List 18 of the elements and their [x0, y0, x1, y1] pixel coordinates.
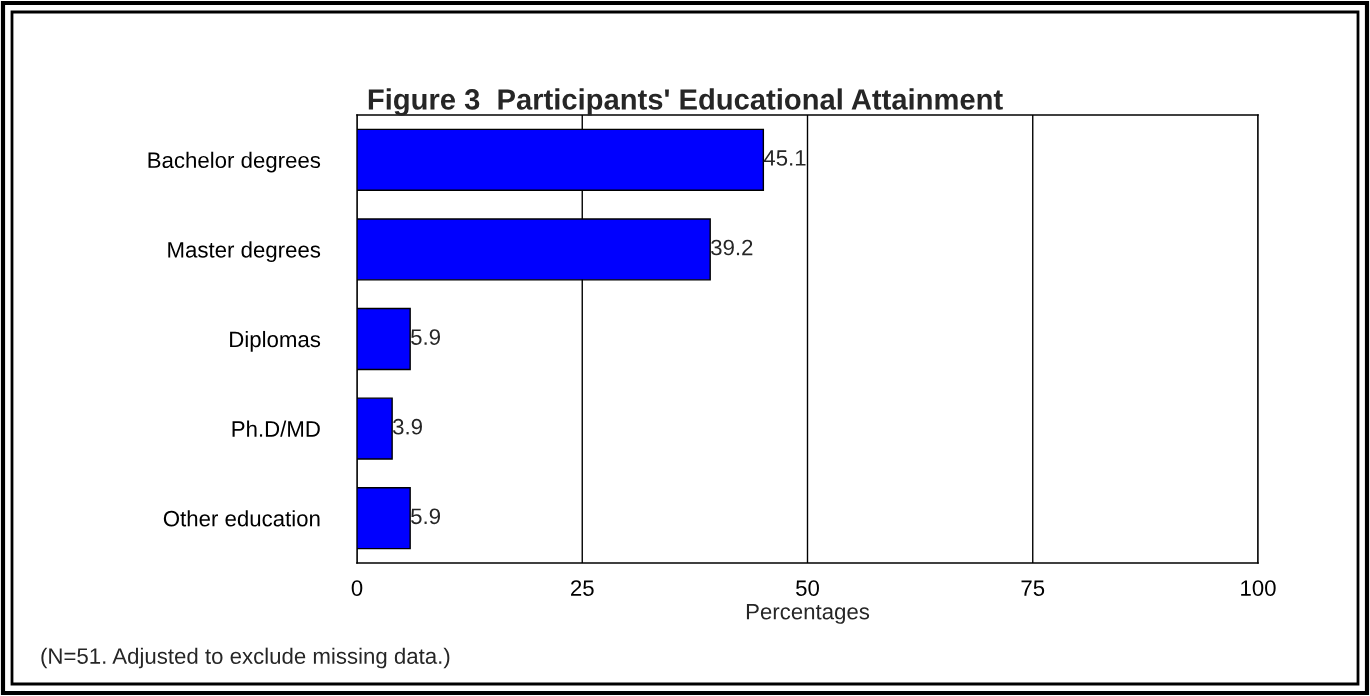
data-label: 3.9 — [392, 418, 422, 435]
y-tick-label: Master degrees — [168, 241, 321, 263]
y-tick-label: Diplomas — [230, 330, 321, 352]
data-label: 5.9 — [411, 329, 440, 345]
data-label: 45.1 — [763, 150, 806, 166]
x-tick-label: 100 — [1241, 580, 1276, 596]
y-tick-label: Bachelor degrees — [148, 151, 321, 173]
x-axis-title: Percentages — [746, 603, 870, 624]
text: (N=51. Adjusted to exclude missing data.) — [41, 647, 450, 669]
chart-title: Figure 3 Participants' Educational Attainment — [368, 88, 1003, 116]
x-tick-label: 75 — [1021, 580, 1045, 596]
y-tick-label: Ph.D/MD — [232, 420, 320, 437]
data-label: 5.9 — [411, 508, 440, 525]
x-tick-label: 25 — [571, 580, 594, 596]
x-tick-label: 0 — [351, 580, 363, 596]
x-tick-label: 50 — [796, 580, 819, 596]
y-tick-label: Other education — [163, 510, 320, 527]
data-label: 39.2 — [711, 239, 753, 256]
